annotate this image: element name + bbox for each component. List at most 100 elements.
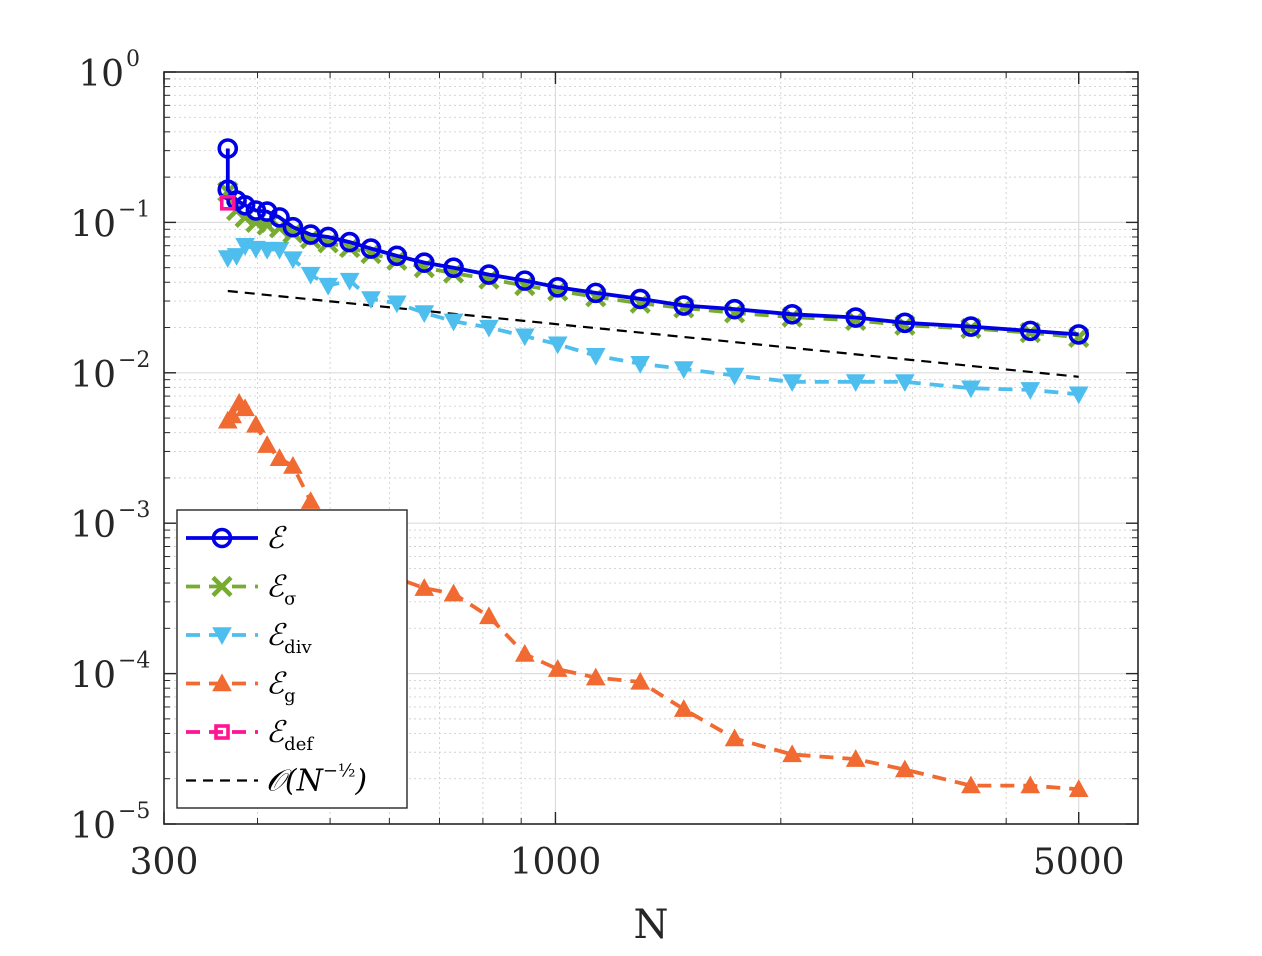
data-point (629, 288, 651, 310)
data-point (245, 200, 267, 221)
data-point (282, 216, 304, 238)
data-point (673, 361, 694, 380)
data-point (547, 277, 569, 298)
y-tick-label: 10 −3 (70, 498, 150, 546)
data-point (413, 252, 435, 273)
series-line (225, 148, 1079, 337)
legend-marker (211, 527, 233, 549)
data-point (782, 744, 803, 763)
data-point (339, 231, 360, 253)
legend-label-main: ℰ (266, 570, 287, 605)
legend-label-subscript: def (284, 734, 314, 755)
data-point (1019, 320, 1041, 342)
series-e-div (217, 237, 1089, 405)
legend-label-exponent: −½ (323, 761, 356, 782)
data-point (894, 312, 916, 334)
data-point (478, 264, 500, 285)
x-axis-label: N (634, 902, 669, 948)
minor-grid (164, 72, 1138, 824)
y-tick-label: 10 −5 (70, 799, 150, 847)
data-point (361, 291, 381, 309)
data-point (386, 245, 408, 267)
data-point (1068, 386, 1089, 405)
marker-stroke (386, 249, 408, 271)
legend-label-subscript: g (284, 686, 296, 707)
y-tick-exponent: −2 (118, 348, 150, 373)
legend-label-main: ℰ (266, 618, 287, 653)
data-point (217, 138, 239, 159)
y-tick-base: 10 (70, 806, 116, 847)
marker-stroke (629, 292, 651, 314)
data-point (443, 257, 464, 278)
legend-label: ℰσ (266, 570, 296, 610)
legend-label-main: 𝒪(N (266, 764, 325, 799)
data-point (443, 313, 464, 332)
legend-label: ℰg (266, 667, 296, 707)
data-point (673, 295, 695, 316)
legend-marker (212, 627, 232, 646)
legend-entry: ℰσ (186, 570, 296, 610)
y-tick-label: 10 −2 (70, 348, 150, 396)
data-point (630, 355, 651, 374)
legend-label-main: ℰ (266, 715, 287, 750)
data-point (724, 728, 745, 747)
legend-label: ℰ (266, 521, 287, 556)
data-point (219, 194, 236, 211)
y-tick-base: 10 (70, 355, 116, 396)
marker-stroke (585, 286, 607, 308)
legend-label-main: ℰ (266, 667, 287, 702)
marker-stroke (413, 257, 435, 279)
data-point (547, 336, 568, 355)
data-point (282, 222, 304, 244)
marker-stroke (514, 275, 536, 297)
data-point (414, 305, 435, 323)
marker-stroke (478, 268, 500, 290)
marker-stroke (360, 243, 382, 265)
data-point (317, 226, 339, 248)
data-point (547, 659, 568, 677)
legend-entry: ℰ (186, 521, 287, 556)
data-point (479, 319, 499, 338)
data-point (257, 241, 277, 260)
data-point (961, 775, 981, 794)
data-point (360, 238, 382, 259)
y-tick-base: 10 (70, 204, 116, 245)
data-point (724, 298, 745, 320)
legend-label: ℰdef (266, 715, 314, 755)
data-point (845, 307, 866, 328)
data-point (318, 277, 338, 296)
data-point (845, 374, 866, 392)
data-point (585, 347, 606, 366)
y-tick-label: 10 −1 (70, 197, 150, 245)
x-tick-label: 1000 (510, 842, 602, 883)
series-line (226, 401, 1079, 792)
legend-entry: ℰg (186, 667, 296, 707)
x-tick-label: 5000 (1033, 842, 1125, 883)
data-point (479, 606, 499, 625)
data-point (514, 270, 536, 291)
x-tick-labels: 300 1000 5000 (130, 842, 1125, 883)
data-point (387, 295, 407, 314)
marker-stroke (339, 236, 361, 259)
data-point (257, 435, 277, 453)
data-point (269, 448, 290, 467)
y-tick-exponent: −4 (118, 649, 150, 674)
y-tick-base: 10 (78, 54, 124, 95)
data-point (414, 578, 435, 596)
y-tick-exponent: −3 (118, 498, 150, 523)
x-tick-label: 300 (130, 842, 199, 883)
legend-entry: 𝒪(N−½) (186, 761, 367, 799)
marker-stroke (547, 280, 569, 302)
data-point (585, 667, 606, 686)
legend-label-main: ℰ (266, 521, 287, 556)
legend-label: 𝒪(N−½) (266, 761, 367, 799)
axis-ticks (163, 71, 1138, 825)
data-point (724, 367, 745, 386)
data-point (269, 241, 290, 260)
data-point (283, 455, 303, 474)
series-layer (217, 138, 1090, 798)
data-point (300, 491, 321, 509)
y-tick-exponent: −1 (118, 197, 150, 222)
